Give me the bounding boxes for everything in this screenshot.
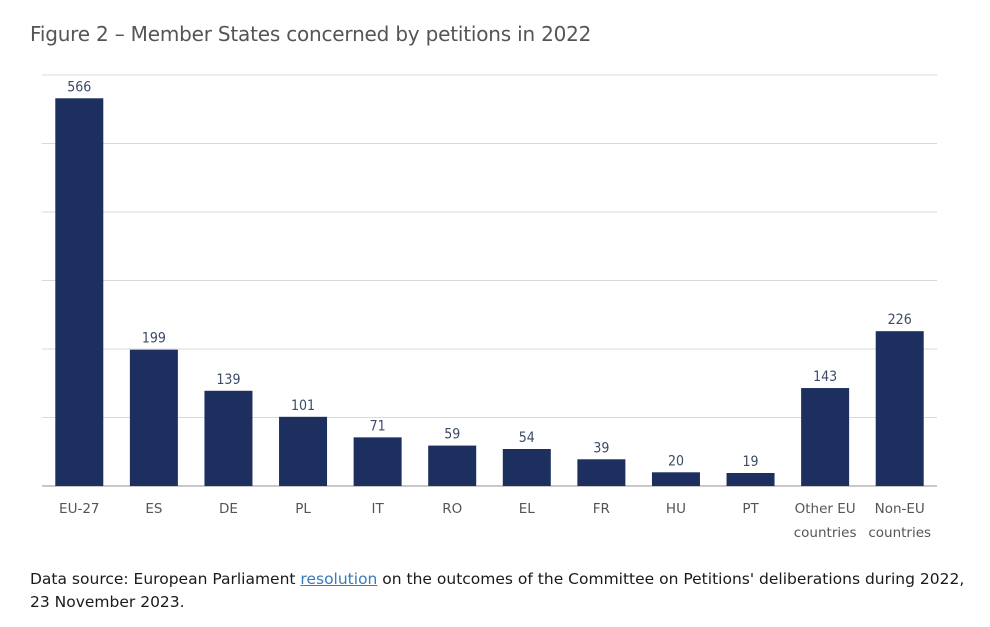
bar-chart: 566 EU-27 199 ES 139 DE 101 PL 71 IT 59 RO 54 EL 39 FR 2…	[42, 74, 937, 541]
bar	[651, 472, 700, 486]
category-label: FR	[593, 501, 610, 517]
category-label: countries	[868, 525, 931, 541]
bar	[353, 437, 402, 486]
data-label: 54	[519, 430, 535, 446]
data-label: 19	[743, 454, 759, 470]
category-label: DE	[219, 501, 238, 517]
data-label: 71	[370, 418, 386, 434]
category-label: IT	[372, 501, 385, 517]
category-label: PL	[295, 501, 311, 517]
data-source-note: Data source: European Parliament resolut…	[30, 568, 980, 614]
data-label: 20	[668, 453, 684, 469]
data-label: 566	[67, 79, 91, 95]
category-label: EU-27	[59, 501, 99, 517]
category-label: RO	[442, 501, 462, 517]
data-label: 139	[216, 372, 240, 388]
category-label: PT	[742, 501, 759, 517]
bar	[801, 388, 850, 486]
category-label: ES	[145, 501, 162, 517]
category-label: HU	[666, 501, 686, 517]
bar	[204, 390, 253, 486]
source-suffix: on the outcomes of the Committee on Peti…	[30, 570, 965, 611]
category-label: countries	[794, 525, 857, 541]
category-label: Other EU	[795, 501, 856, 517]
bar	[577, 459, 626, 486]
chart-title: Figure 2 – Member States concerned by pe…	[30, 22, 592, 46]
bar	[502, 449, 551, 486]
data-label: 101	[291, 398, 315, 414]
data-label: 143	[813, 369, 837, 385]
bar	[129, 349, 178, 486]
category-label: Non-EU	[875, 501, 925, 517]
resolution-link[interactable]: resolution	[300, 570, 378, 588]
data-label: 226	[888, 312, 912, 328]
data-label: 199	[142, 331, 166, 347]
bar	[726, 472, 775, 486]
bar	[279, 416, 328, 486]
bar	[428, 445, 477, 486]
category-label: EL	[519, 501, 536, 517]
bar	[55, 98, 104, 486]
data-label: 59	[444, 427, 460, 443]
bar	[875, 331, 924, 486]
data-label: 39	[593, 440, 609, 456]
source-prefix: Data source: European Parliament	[30, 570, 301, 588]
